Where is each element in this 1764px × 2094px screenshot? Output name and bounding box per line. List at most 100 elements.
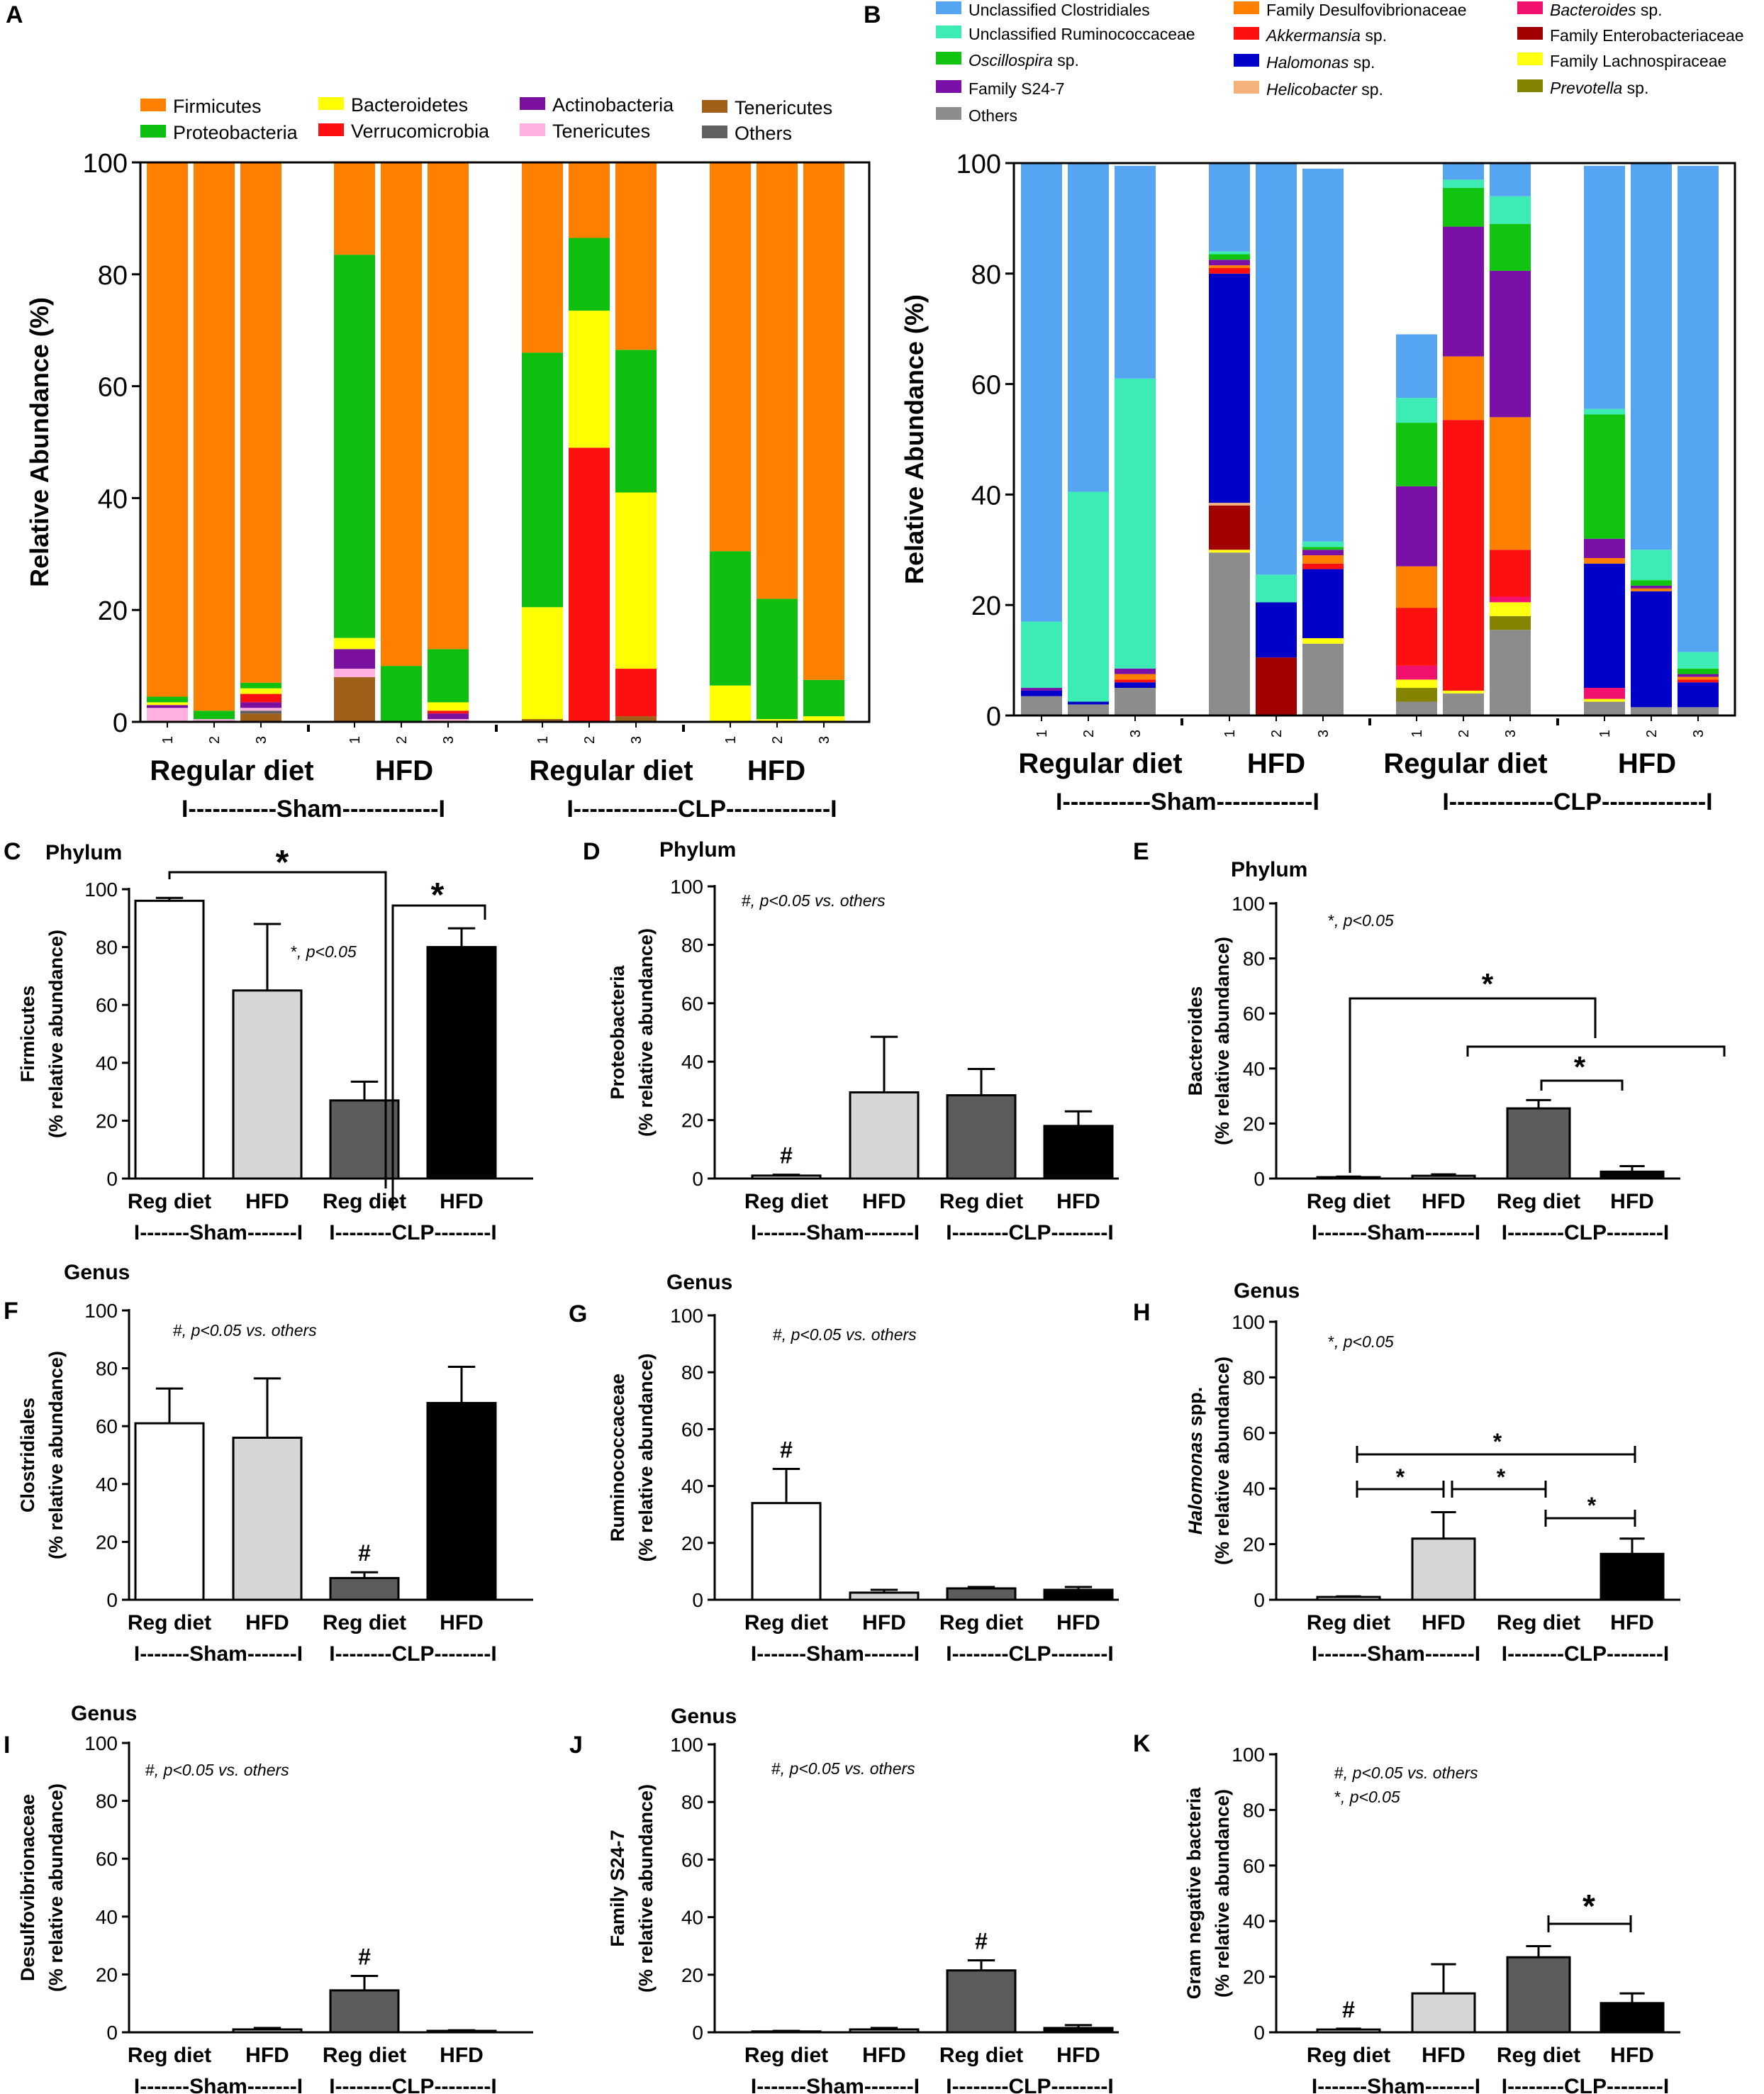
- group-label: I-------Sham-------I: [751, 2075, 920, 2094]
- panel-label: A: [6, 1, 23, 28]
- x-tick-label: Reg diet: [939, 1190, 1023, 1213]
- panel-title: Phylum: [45, 841, 122, 864]
- bar-segment: [615, 162, 657, 350]
- bar: [1411, 1992, 1476, 2034]
- sample-number: 1: [1222, 730, 1238, 737]
- legend-label: Unclassified Ruminococcaceae: [968, 25, 1195, 43]
- bar-segment: [1021, 688, 1062, 691]
- bar-segment: [1396, 423, 1437, 486]
- bar-segment: [1209, 552, 1250, 715]
- bar-segment: [1068, 704, 1109, 715]
- bar: [426, 1402, 497, 1601]
- y-tick-label: 40: [98, 484, 128, 514]
- x-tick-label: Reg diet: [1497, 1611, 1580, 1634]
- y-tick-label: 100: [956, 150, 1001, 179]
- bar-segment: [803, 716, 844, 722]
- bar: [232, 1437, 303, 1601]
- sample-number: 3: [441, 736, 457, 744]
- bar-segment: [710, 162, 751, 552]
- bar-segment: [1021, 690, 1062, 696]
- legend-label: Family S24-7: [968, 79, 1064, 98]
- significance-bracket: [1349, 997, 1597, 1173]
- bar-segment: [1209, 550, 1250, 553]
- x-tick-label: Reg diet: [744, 1190, 828, 1213]
- y-tick-label: 20: [98, 596, 128, 626]
- group-label: I-------Sham-------I: [751, 1221, 920, 1244]
- hash-mark: #: [780, 1437, 793, 1463]
- y-axis-title: Gram negative bacteria: [1183, 1787, 1205, 2000]
- x-tick-label: HFD: [440, 1190, 484, 1213]
- group-label: I-------Sham-------I: [751, 1642, 920, 1666]
- significance-note: *, p<0.05: [1334, 1788, 1400, 1806]
- sample-number: 3: [629, 736, 644, 744]
- legend-swatch: [140, 125, 166, 138]
- x-tick-label: HFD: [1422, 2044, 1466, 2067]
- bar-segment: [1396, 608, 1437, 666]
- y-tick-label: 100: [84, 1732, 118, 1754]
- panel-label: D: [583, 838, 601, 865]
- legend-swatch: [1234, 54, 1259, 67]
- sample-number: 3: [254, 736, 269, 744]
- y-tick-label: 80: [1243, 1366, 1265, 1388]
- panel-label: B: [864, 1, 881, 28]
- sample-number: 2: [1644, 730, 1660, 737]
- y-axis-title: Family S24-7: [607, 1830, 628, 1947]
- bar-segment: [428, 162, 469, 650]
- panel-title: Phylum: [1231, 858, 1307, 881]
- bar-segment: [1443, 188, 1484, 227]
- bar-segment: [1302, 569, 1344, 638]
- significance-note: #, p<0.05 vs. others: [1334, 1764, 1478, 1782]
- bar-segment: [1490, 196, 1531, 224]
- bar-segment: [1631, 591, 1672, 708]
- bar-segment: [1584, 698, 1625, 702]
- bar-segment: [1631, 550, 1672, 581]
- x-tick-label: Reg diet: [744, 2044, 828, 2067]
- bar-segment: [1443, 179, 1484, 189]
- bar-segment: [710, 685, 751, 722]
- y-tick-label: 0: [113, 708, 128, 738]
- x-tick-label: Reg diet: [1497, 1190, 1580, 1213]
- bar-segment: [1678, 652, 1719, 669]
- y-tick-label: 60: [96, 1848, 118, 1870]
- hash-mark: #: [358, 1540, 371, 1566]
- y-tick-label: 80: [96, 937, 118, 959]
- bar-segment: [1678, 707, 1719, 715]
- y-tick-label: 100: [670, 876, 703, 898]
- bar-segment: [1443, 226, 1484, 357]
- x-tick-label: HFD: [1422, 1611, 1466, 1634]
- bar-segment: [1115, 165, 1156, 379]
- bar-segment: [1396, 398, 1437, 423]
- plot-frame: [139, 161, 871, 723]
- y-tick-label: 100: [670, 1734, 703, 1756]
- bar-segment: [1115, 378, 1156, 669]
- y-axis-title: Ruminococcaceae: [607, 1374, 628, 1542]
- bar-segment: [1209, 268, 1250, 274]
- panel-C: C Phylum 0 20 40 60 80 100 Firmicutes (% relative…: [4, 838, 533, 1244]
- bar-segment: [569, 311, 610, 448]
- significance-note: #, p<0.05 vs. others: [173, 1321, 317, 1340]
- bar-segment: [1584, 408, 1625, 415]
- y-tick-label: 100: [1232, 893, 1265, 915]
- legend-swatch: [936, 80, 961, 93]
- significance-bracket: [391, 904, 486, 1210]
- y-tick-label: 60: [1243, 1855, 1265, 1877]
- bar-segment: [1115, 674, 1156, 680]
- bar-segment: [1396, 665, 1437, 680]
- panel-G: G Genus 0 20 40 60 80 100 Ruminococcaceae (% rela…: [569, 1271, 1119, 1666]
- y-tick-label: 20: [1243, 1534, 1265, 1556]
- bar: [1411, 1174, 1476, 1180]
- y-tick-label: 80: [1243, 948, 1265, 970]
- legend-label: Others: [735, 123, 792, 144]
- bar: [849, 1591, 920, 1601]
- y-tick-label: 100: [1232, 1744, 1265, 1766]
- x-tick-label: HFD: [245, 1190, 289, 1213]
- bar-segment: [194, 162, 235, 711]
- legend-label: Oscillospira sp.: [968, 51, 1079, 69]
- y-tick-label: 20: [1243, 1966, 1265, 1988]
- bar-segment: [1396, 334, 1437, 399]
- x-tick-label: HFD: [1056, 1190, 1100, 1213]
- legend-label: Bacteroides sp.: [1550, 1, 1663, 19]
- bar-segment: [1678, 679, 1719, 683]
- hash-mark: #: [1342, 1997, 1355, 2022]
- bar-segment: [147, 162, 188, 697]
